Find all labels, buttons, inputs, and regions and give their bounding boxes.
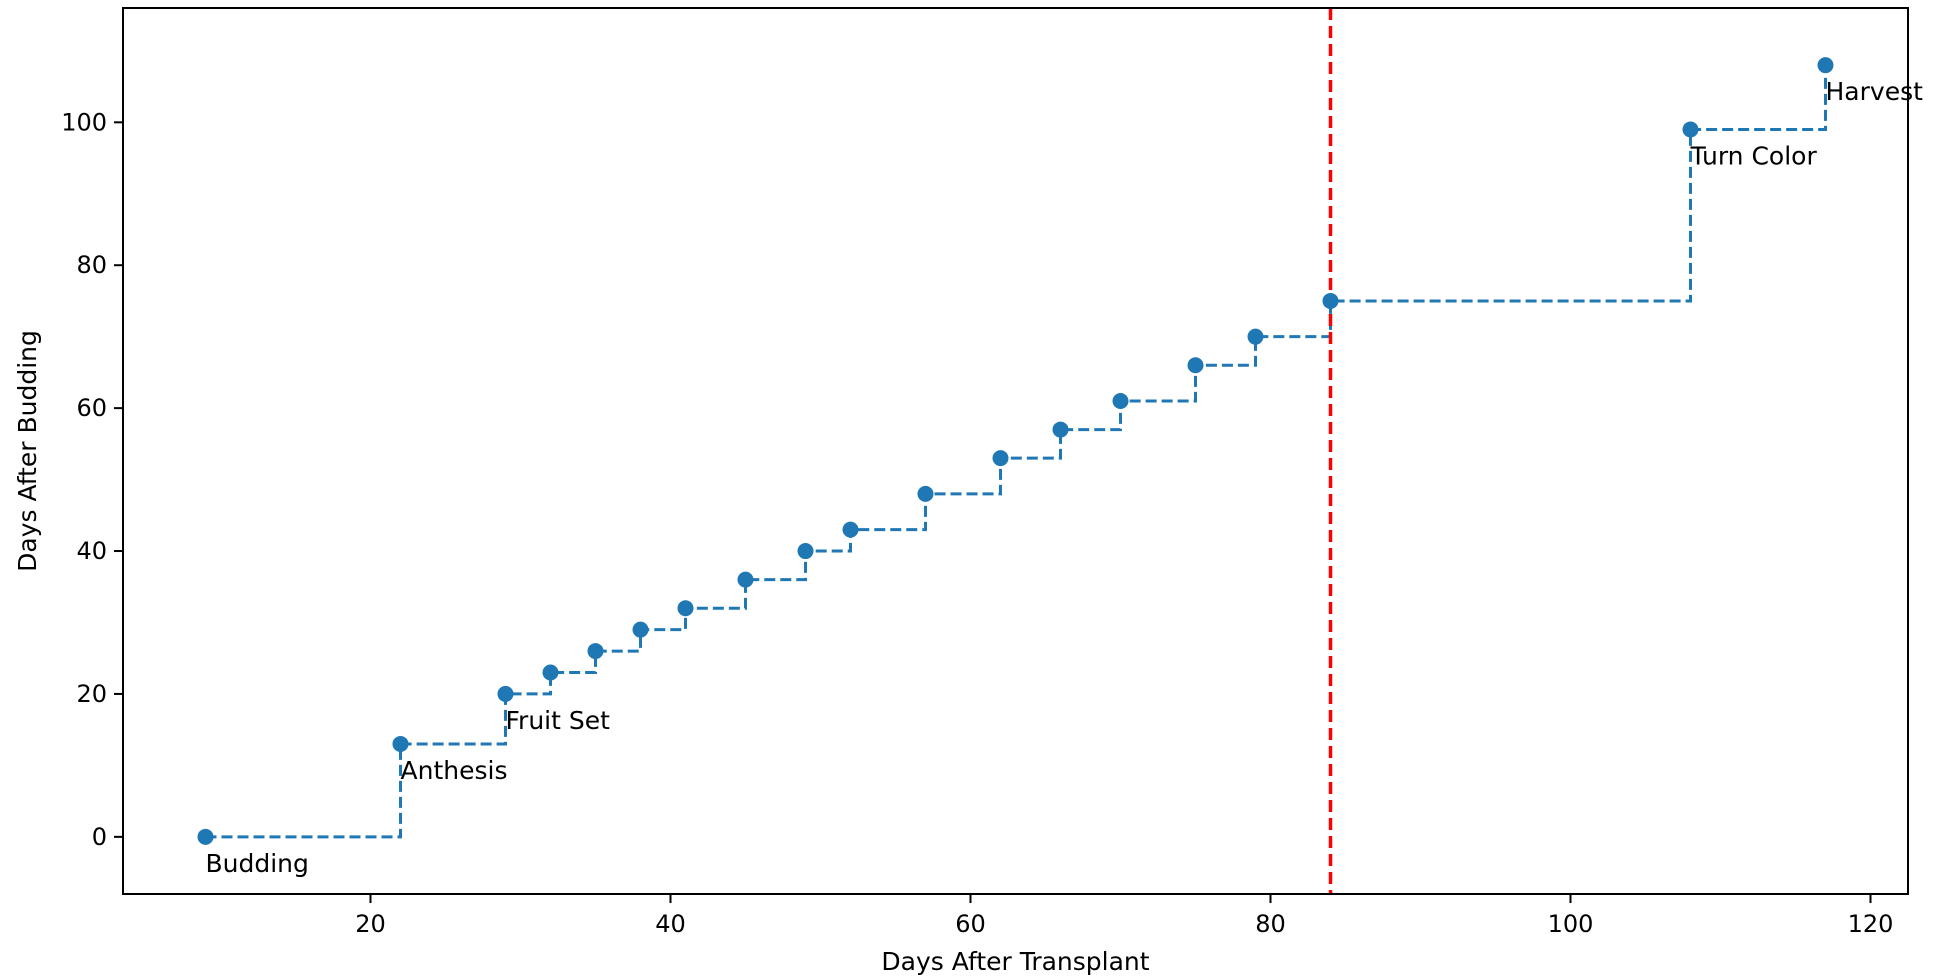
data-point: [992, 450, 1009, 467]
point-annotation: Fruit Set: [506, 706, 611, 735]
x-tick-label: 80: [1255, 910, 1286, 938]
plot-background: [123, 8, 1908, 894]
data-point: [197, 828, 214, 845]
data-point: [1112, 392, 1129, 409]
data-point: [917, 485, 934, 502]
points-layer: [197, 57, 1834, 845]
annotation-layer: Budding Anthesis Fruit Set Turn Color Harves…: [206, 77, 1924, 878]
point-annotation: Anthesis: [401, 756, 508, 785]
x-tick-label: 40: [655, 910, 686, 938]
x-axis-label: Days After Transplant: [881, 947, 1149, 976]
data-point: [1247, 328, 1264, 345]
y-axis-label: Days After Budding: [13, 330, 42, 572]
data-point: [1052, 421, 1069, 438]
point-annotation: Budding: [206, 849, 309, 878]
data-point: [737, 571, 754, 588]
x-tick-label: 60: [955, 910, 986, 938]
y-tick-label: 20: [76, 680, 107, 708]
data-point: [1817, 57, 1834, 74]
y-tick-label: 40: [76, 537, 107, 565]
axes-layer: 20 40 60 80 100 120 0 20 40 60 80 100: [61, 7, 1909, 938]
data-point: [542, 664, 559, 681]
x-tick-label: 100: [1548, 910, 1594, 938]
data-point: [677, 600, 694, 617]
y-tick-label: 100: [61, 108, 107, 136]
y-tick-label: 60: [76, 394, 107, 422]
data-point: [497, 685, 514, 702]
point-annotation: Turn Color: [1690, 141, 1818, 170]
data-point: [797, 543, 814, 560]
axes-frame: [122, 7, 1909, 895]
plot-area: [123, 8, 1908, 894]
data-point: [587, 643, 604, 660]
y-tick-label: 80: [76, 251, 107, 279]
point-annotation: Harvest: [1826, 77, 1924, 106]
data-point: [632, 621, 649, 638]
data-point: [392, 735, 409, 752]
data-point: [842, 521, 859, 538]
data-point: [1322, 292, 1339, 309]
x-tick-label: 20: [355, 910, 386, 938]
data-point: [1682, 121, 1699, 138]
x-tick-label: 120: [1848, 910, 1894, 938]
y-tick-label: 0: [92, 823, 107, 851]
data-point: [1187, 357, 1204, 374]
